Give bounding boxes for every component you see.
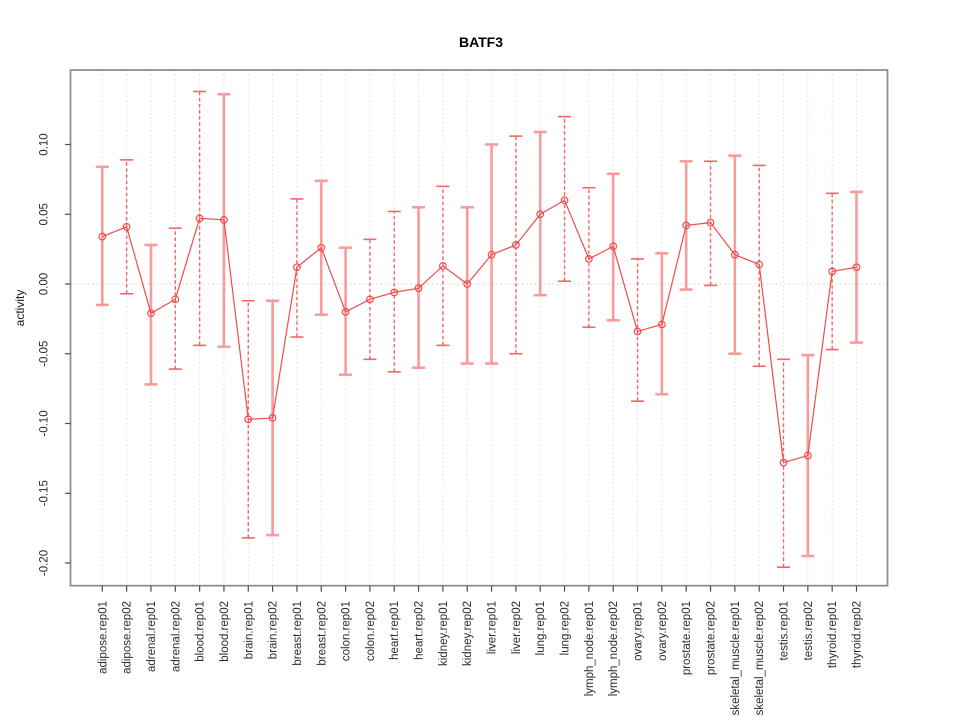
data-point-heart.rep01 bbox=[390, 288, 399, 297]
error-bar-adipose.rep01 bbox=[95, 165, 109, 307]
data-points bbox=[98, 196, 861, 467]
data-point-breast.rep01 bbox=[293, 263, 301, 272]
x-tick-label-liver.rep01: liver.rep01 bbox=[487, 601, 499, 654]
data-point-colon.rep02 bbox=[366, 295, 374, 304]
y-tick-label: 0.00 bbox=[39, 273, 51, 295]
data-point-thyroid.rep01 bbox=[828, 267, 837, 276]
x-tick-label-adipose.rep01: adipose.rep01 bbox=[97, 601, 109, 674]
data-point-heart.rep02 bbox=[414, 284, 423, 293]
error-bar-lung.rep02 bbox=[558, 115, 572, 283]
error-bar-liver.rep01 bbox=[485, 143, 499, 365]
data-point-adipose.rep01 bbox=[98, 232, 107, 241]
data-point-prostate.rep01 bbox=[682, 221, 691, 230]
data-point-testis.rep01 bbox=[779, 458, 788, 467]
data-point-breast.rep02 bbox=[317, 243, 326, 252]
data-point-skeletal_muscle.rep01 bbox=[730, 250, 739, 259]
error-bar-thyroid.rep01 bbox=[825, 192, 839, 351]
data-point-adrenal.rep01 bbox=[147, 309, 155, 318]
data-point-lung.rep02 bbox=[560, 196, 569, 205]
x-tick-label-heart.rep01: heart.rep01 bbox=[389, 601, 401, 660]
x-tick-label-breast.rep01: breast.rep01 bbox=[292, 601, 304, 666]
x-tick-label-lung.rep01: lung.rep01 bbox=[535, 601, 547, 655]
x-axis: adipose.rep01 adipose.rep02 adrenal.rep01 a… bbox=[97, 585, 864, 715]
y-axis-label: activity bbox=[13, 290, 27, 327]
error-bar-colon.rep02 bbox=[363, 238, 377, 361]
data-point-adrenal.rep02 bbox=[171, 295, 180, 304]
x-tick-label-testis.rep01: testis.rep01 bbox=[779, 601, 791, 660]
data-point-lymph_node.rep01 bbox=[584, 254, 593, 263]
data-point-ovary.rep01 bbox=[633, 327, 642, 336]
chart-layer: 0.10 0.05 0.00 -0.05 -0.10 -0.15 -0.20 adipose.… bbox=[39, 69, 889, 715]
x-tick-label-kidney.rep02: kidney.rep02 bbox=[462, 601, 474, 666]
x-tick-label-skeletal_muscle.rep02: skeletal_muscle.rep02 bbox=[754, 601, 766, 715]
x-tick-label-heart.rep02: heart.rep02 bbox=[414, 601, 426, 660]
error-bar-kidney.rep02 bbox=[460, 205, 474, 365]
data-point-ovary.rep02 bbox=[657, 320, 666, 329]
y-tick-label: -0.05 bbox=[39, 341, 51, 367]
data-point-testis.rep02 bbox=[803, 451, 812, 460]
x-tick-label-adrenal.rep02: adrenal.rep02 bbox=[170, 601, 182, 672]
data-point-lymph_node.rep02 bbox=[609, 242, 618, 251]
x-tick-label-skeletal_muscle.rep01: skeletal_muscle.rep01 bbox=[730, 601, 742, 715]
error-bar-lung.rep01 bbox=[533, 130, 547, 297]
plot-border bbox=[69, 69, 889, 587]
data-point-adipose.rep02 bbox=[122, 222, 131, 231]
data-point-colon.rep01 bbox=[341, 308, 350, 316]
x-tick-label-thyroid.rep02: thyroid.rep02 bbox=[852, 601, 864, 668]
data-point-blood.rep01 bbox=[195, 214, 204, 223]
x-tick-label-adipose.rep02: adipose.rep02 bbox=[122, 601, 134, 674]
x-tick-label-breast.rep02: breast.rep02 bbox=[316, 601, 328, 666]
gridlines bbox=[101, 70, 857, 586]
x-tick-label-blood.rep01: blood.rep01 bbox=[195, 601, 207, 662]
error-bar-testis.rep01 bbox=[777, 358, 791, 568]
error-bar-liver.rep02 bbox=[509, 135, 523, 355]
x-tick-label-brain.rep01: brain.rep01 bbox=[243, 601, 255, 659]
data-point-blood.rep02 bbox=[220, 215, 228, 224]
error-bar-adrenal.rep01 bbox=[144, 243, 158, 386]
data-point-skeletal_muscle.rep02 bbox=[755, 260, 764, 269]
data-point-thyroid.rep02 bbox=[852, 263, 861, 272]
x-tick-label-lymph_node.rep01: lymph_node.rep01 bbox=[584, 601, 596, 696]
x-tick-label-thyroid.rep01: thyroid.rep01 bbox=[827, 601, 839, 668]
x-tick-label-lung.rep02: lung.rep02 bbox=[560, 601, 572, 655]
data-point-liver.rep01 bbox=[487, 250, 496, 259]
x-tick-label-ovary.rep02: ovary.rep02 bbox=[657, 601, 669, 661]
data-point-lung.rep01 bbox=[536, 210, 545, 219]
x-tick-label-prostate.rep02: prostate.rep02 bbox=[706, 601, 718, 675]
x-tick-label-testis.rep02: testis.rep02 bbox=[803, 601, 815, 660]
x-tick-label-kidney.rep01: kidney.rep01 bbox=[438, 601, 450, 666]
x-tick-label-adrenal.rep01: adrenal.rep01 bbox=[146, 601, 158, 672]
error-bars bbox=[95, 90, 863, 568]
chart-title: BATF3 bbox=[459, 34, 503, 50]
y-axis: 0.10 0.05 0.00 -0.05 -0.10 -0.15 -0.20 bbox=[39, 133, 71, 576]
x-tick-label-colon.rep01: colon.rep01 bbox=[341, 601, 353, 661]
error-bar-blood.rep01 bbox=[193, 90, 207, 347]
x-tick-label-blood.rep02: blood.rep02 bbox=[219, 601, 231, 662]
data-point-brain.rep02 bbox=[268, 414, 277, 422]
error-bar-heart.rep01 bbox=[387, 210, 401, 373]
data-point-kidney.rep01 bbox=[439, 261, 447, 270]
y-tick-label: 0.05 bbox=[39, 203, 51, 225]
x-tick-label-brain.rep02: brain.rep02 bbox=[268, 601, 280, 659]
data-point-liver.rep02 bbox=[511, 241, 520, 249]
y-tick-label: -0.10 bbox=[39, 410, 51, 436]
x-tick-label-ovary.rep01: ovary.rep01 bbox=[633, 601, 645, 661]
data-point-kidney.rep02 bbox=[463, 280, 472, 288]
error-bar-adipose.rep02 bbox=[120, 159, 134, 295]
y-tick-label: -0.15 bbox=[39, 480, 51, 506]
x-tick-label-colon.rep02: colon.rep02 bbox=[365, 601, 377, 661]
error-bar-ovary.rep01 bbox=[631, 258, 645, 402]
y-tick-label: -0.20 bbox=[39, 550, 51, 576]
data-point-prostate.rep02 bbox=[706, 218, 715, 227]
x-tick-label-liver.rep02: liver.rep02 bbox=[511, 601, 523, 654]
x-tick-label-lymph_node.rep02: lymph_node.rep02 bbox=[608, 601, 620, 696]
series-line-activity bbox=[102, 199, 857, 464]
x-tick-label-prostate.rep01: prostate.rep01 bbox=[681, 601, 693, 675]
y-tick-label: 0.10 bbox=[39, 133, 51, 155]
data-point-brain.rep01 bbox=[244, 415, 253, 424]
